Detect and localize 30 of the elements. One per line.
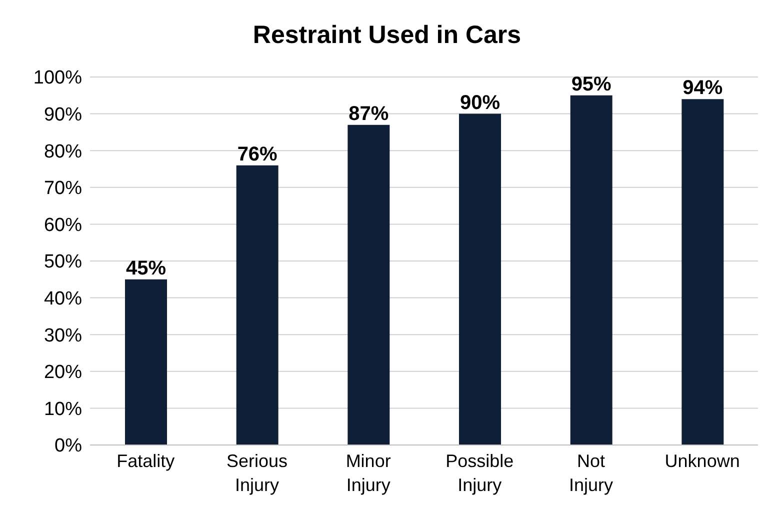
bar [125,279,167,445]
y-tick-label: 50% [44,252,82,273]
x-tick-label: Possible Injury [446,451,514,495]
y-tick-label: 90% [44,104,82,126]
y-tick-label: 60% [44,214,82,236]
bar [459,114,501,445]
bar [682,99,724,445]
data-label: 94% [682,77,723,100]
y-tick-label: 70% [44,178,82,200]
data-label: 45% [126,257,166,280]
data-label: 95% [571,73,612,96]
bar [570,95,612,445]
data-label: 87% [348,102,389,125]
x-tick-label: Minor Injury [346,451,391,495]
bar [236,165,278,445]
y-tick-label: 30% [44,325,82,346]
y-tick-label: 10% [44,398,82,420]
x-tick-label: Unknown [664,451,740,471]
x-tick-label: Serious Injury [226,451,288,495]
y-tick-label: 80% [44,141,82,162]
chart-title: Restraint Used in Cars [252,20,522,51]
data-label: 76% [237,143,278,166]
x-tick-label: Not Injury [568,451,614,495]
data-label: 90% [460,92,500,114]
y-tick-label: 40% [44,288,82,310]
bar [348,124,390,445]
x-tick-label: Fatality [116,451,175,471]
y-tick-label: 20% [44,362,82,384]
y-tick-label: 0% [54,436,82,457]
y-tick-label: 100% [33,68,82,89]
